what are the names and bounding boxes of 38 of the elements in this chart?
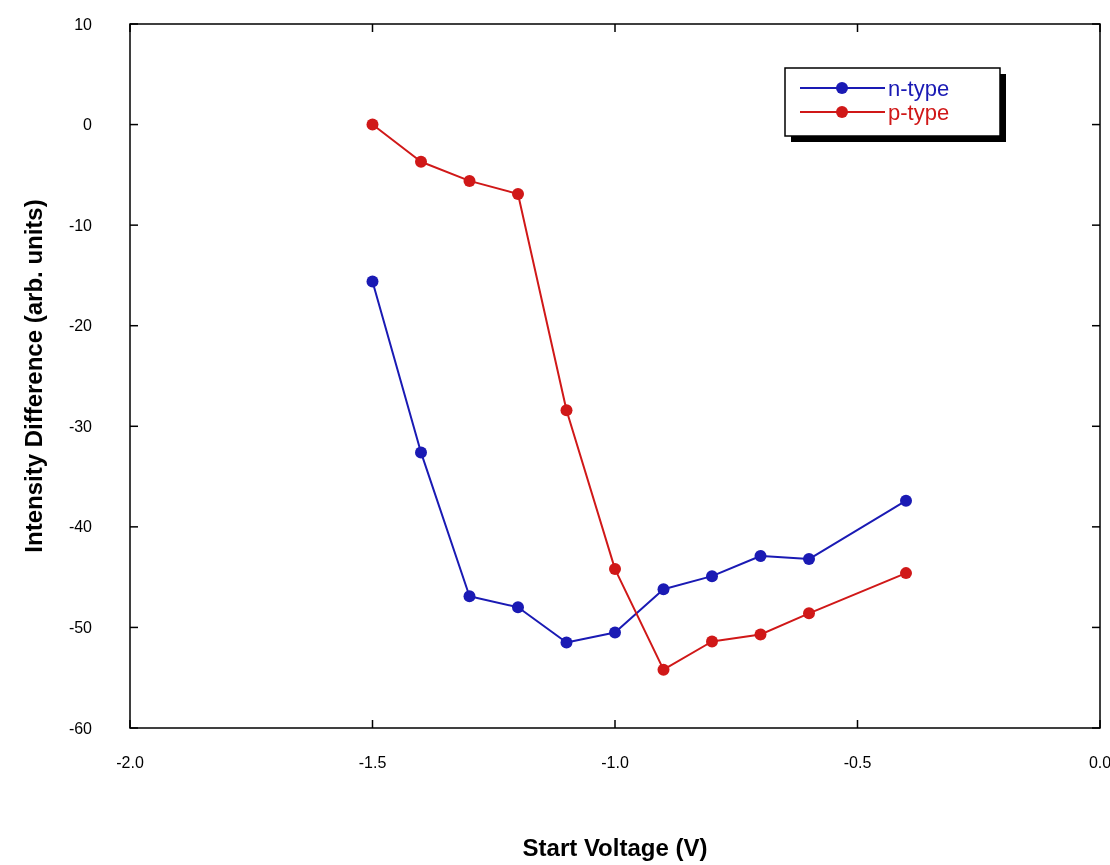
y-tick-label: -50: [68, 619, 93, 637]
y-tick-label: 10: [74, 15, 93, 33]
point: [560, 636, 573, 649]
point: [706, 570, 718, 583]
point: [900, 567, 912, 580]
y-tick-label: 0: [83, 116, 93, 134]
point: [415, 446, 427, 459]
point: [754, 628, 767, 641]
x-tick-label: -1.0: [601, 754, 629, 771]
point: [463, 590, 476, 603]
y-tick-label: -60: [68, 719, 93, 737]
point: [803, 607, 815, 620]
x-tick-label: -0.5: [843, 754, 872, 771]
point: [803, 553, 815, 566]
point: [366, 118, 379, 131]
y-tick-label: -10: [68, 216, 93, 234]
x-tick-label: -2.0: [116, 754, 144, 771]
point: [706, 635, 718, 648]
point: [463, 174, 476, 187]
point: [512, 187, 524, 200]
point: [415, 155, 427, 168]
point: [754, 550, 767, 563]
y-axis-title: Intensity Difference (arb. units): [20, 199, 47, 553]
point: [609, 626, 621, 639]
legend-label: n-type: [888, 75, 950, 101]
point: [609, 563, 621, 576]
x-tick-label: -1.5: [358, 754, 387, 771]
point: [900, 494, 912, 507]
x-tick-label: 0.0: [1088, 754, 1110, 771]
y-tick-label: -30: [68, 417, 93, 435]
x-axis-title: Start Voltage (V): [522, 834, 708, 861]
point: [657, 663, 670, 676]
point: [657, 583, 670, 596]
y-tick-label: -40: [68, 518, 93, 536]
point: [512, 601, 524, 614]
point: [366, 275, 379, 288]
y-tick-label: -20: [68, 317, 93, 335]
point: [560, 404, 573, 417]
